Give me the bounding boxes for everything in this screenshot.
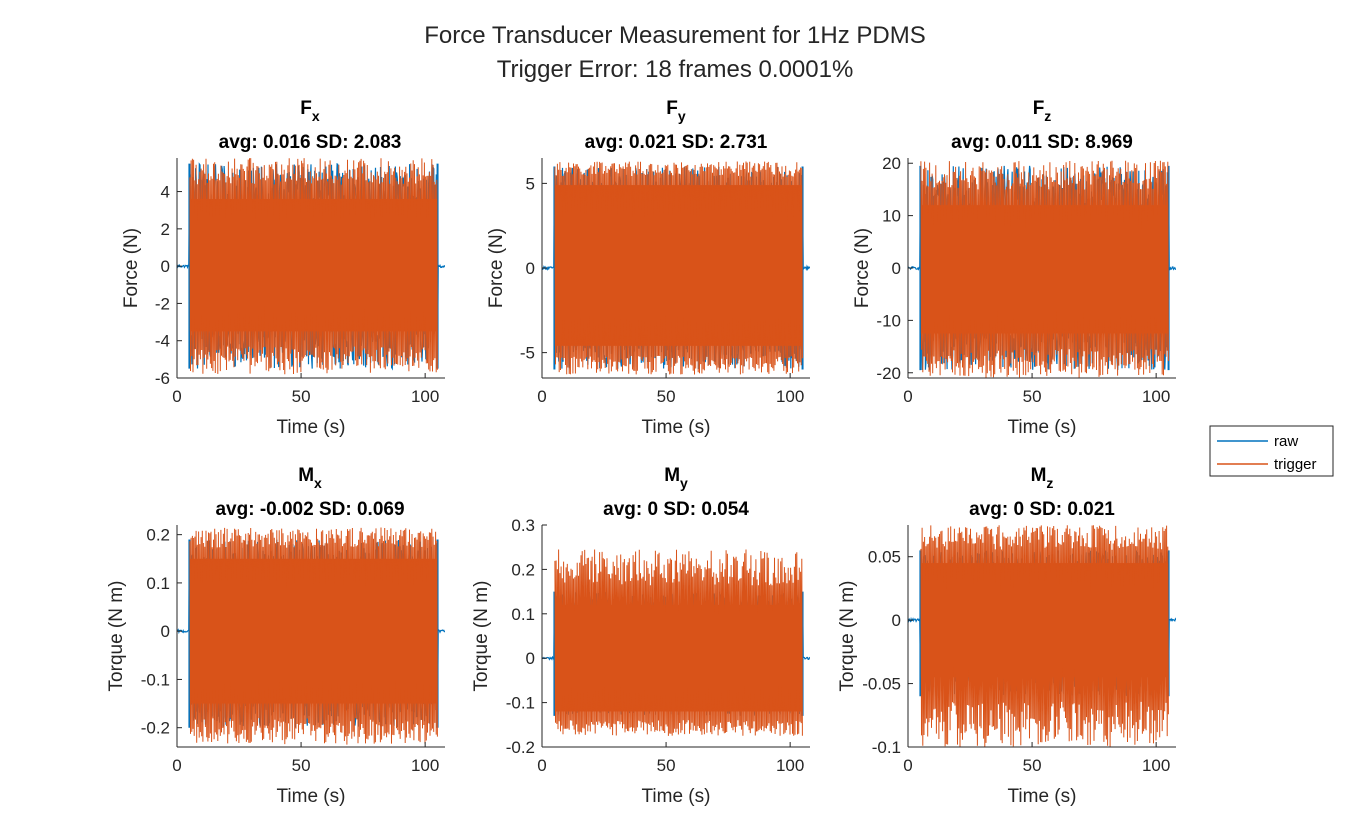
subplot-stats-fy: avg: 0.021 SD: 2.731: [585, 132, 768, 153]
subplot-stats-mx: avg: -0.002 SD: 0.069: [215, 499, 404, 520]
y-tick-label: -20: [876, 364, 901, 383]
subplot-mz: Mz avg: 0 SD: 0.021 0 50 100 0.05 0 -0.05 -0.1 Ti…: [837, 465, 1176, 807]
y-tick-label: 0.05: [868, 548, 901, 567]
x-axis-label-fy: Time (s): [642, 417, 711, 438]
y-tick-label: -2: [155, 294, 170, 313]
x-tick-label: 100: [1142, 756, 1170, 775]
y-tick-label: 0.1: [146, 574, 170, 593]
y-tick-label: -4: [155, 332, 170, 351]
y-tick-label: 0.1: [511, 605, 535, 624]
x-tick-label: 0: [537, 387, 546, 406]
x-tick-label: 0: [172, 387, 181, 406]
x-tick-label: 100: [776, 756, 804, 775]
y-tick-label: -10: [876, 311, 901, 330]
y-tick-label: 0.3: [511, 516, 535, 535]
x-tick-label: 50: [1023, 756, 1042, 775]
subplot-stats-fx: avg: 0.016 SD: 2.083: [219, 132, 402, 153]
x-axis-label-fx: Time (s): [277, 417, 346, 438]
subplot-title-my: My: [664, 465, 688, 491]
series-raw-line: [177, 162, 445, 371]
y-tick-label: 0: [892, 611, 901, 630]
plot-area-mz: [908, 525, 1176, 747]
plot-area-mx: [177, 527, 445, 745]
y-tick-label: 10: [882, 207, 901, 226]
x-tick-label: 100: [411, 387, 439, 406]
legend-trigger-label: trigger: [1274, 456, 1317, 473]
subplot-my: My avg: 0 SD: 0.054 0 50 100 0.3 0.2 0.1 0 -0.1 -0…: [471, 465, 810, 807]
x-tick-label: 100: [411, 756, 439, 775]
subplot-title-fy: Fy: [666, 98, 686, 124]
y-tick-label: -5: [520, 344, 535, 363]
subplot-fx: Fx avg: 0.016 SD: 2.083 0 50 100 4 2 0 -2 -4 -6 Tim…: [121, 98, 445, 438]
y-tick-label: -0.1: [506, 694, 535, 713]
y-tick-label: 20: [882, 154, 901, 173]
x-tick-label: 0: [537, 756, 546, 775]
x-axis-label-fz: Time (s): [1008, 417, 1077, 438]
plot-area-fz: [908, 160, 1176, 378]
y-tick-label: 0: [161, 257, 170, 276]
x-tick-label: 100: [776, 387, 804, 406]
series-trigger-line: [554, 549, 803, 736]
subplot-title-fx: Fx: [300, 98, 320, 124]
y-tick-label: 5: [526, 174, 535, 193]
y-tick-label: 0: [526, 649, 535, 668]
y-axis-label-mz: Torque (N m): [837, 581, 858, 692]
x-axis-label-mx: Time (s): [277, 786, 346, 807]
subplot-mx: Mx avg: -0.002 SD: 0.069 0 50 100 0.2 0.1 0 -0.1…: [106, 465, 445, 807]
plot-area-fy: [542, 161, 810, 375]
legend: raw trigger: [1209, 425, 1334, 477]
y-tick-label: 0: [161, 622, 170, 641]
y-tick-label: 2: [161, 220, 170, 239]
y-tick-label: -0.2: [506, 738, 535, 757]
y-axis-label-fy: Force (N): [486, 228, 507, 308]
x-tick-label: 50: [1023, 387, 1042, 406]
legend-raw-label: raw: [1274, 433, 1298, 450]
y-tick-label: -6: [155, 369, 170, 388]
plot-area-fx: [177, 158, 445, 375]
x-tick-label: 0: [903, 387, 912, 406]
subplot-stats-mz: avg: 0 SD: 0.021: [969, 499, 1115, 520]
x-tick-label: 0: [903, 756, 912, 775]
x-tick-label: 100: [1142, 387, 1170, 406]
y-tick-label: 0.2: [511, 560, 535, 579]
y-tick-label: 0: [892, 259, 901, 278]
series-trigger-line: [189, 158, 438, 375]
series-trigger-line: [920, 525, 1169, 747]
subplot-stats-fz: avg: 0.011 SD: 8.969: [951, 132, 1133, 153]
x-tick-label: 0: [172, 756, 181, 775]
x-tick-label: 50: [657, 387, 676, 406]
x-tick-label: 50: [292, 387, 311, 406]
x-tick-label: 50: [292, 756, 311, 775]
y-tick-label: 0: [526, 259, 535, 278]
series-trigger-line: [920, 160, 1169, 378]
y-tick-label: -0.2: [141, 719, 170, 738]
subplot-title-mz: Mz: [1031, 465, 1054, 491]
figure-title-line2: Trigger Error: 18 frames 0.0001%: [497, 56, 854, 83]
y-axis-label-my: Torque (N m): [471, 581, 492, 692]
series-trigger-line: [189, 527, 438, 745]
plot-area-my: [542, 549, 810, 736]
y-tick-label: -0.1: [141, 670, 170, 689]
subplot-title-mx: Mx: [298, 465, 322, 491]
series-trigger-line: [554, 161, 803, 375]
y-tick-label: -0.05: [862, 675, 901, 694]
subplot-stats-my: avg: 0 SD: 0.054: [603, 499, 749, 520]
x-axis-label-my: Time (s): [642, 786, 711, 807]
figure-title-line1: Force Transducer Measurement for 1Hz PDM…: [424, 22, 926, 49]
subplot-title-fz: Fz: [1033, 98, 1052, 124]
y-axis-label-fz: Force (N): [852, 228, 873, 308]
x-tick-label: 50: [657, 756, 676, 775]
y-axis-label-fx: Force (N): [121, 228, 142, 308]
legend-box: [1209, 425, 1334, 477]
y-tick-label: -0.1: [872, 738, 901, 757]
x-axis-label-mz: Time (s): [1008, 786, 1077, 807]
y-tick-label: 0.2: [146, 526, 170, 545]
y-axis-label-mx: Torque (N m): [106, 581, 127, 692]
y-tick-label: 4: [161, 183, 170, 202]
